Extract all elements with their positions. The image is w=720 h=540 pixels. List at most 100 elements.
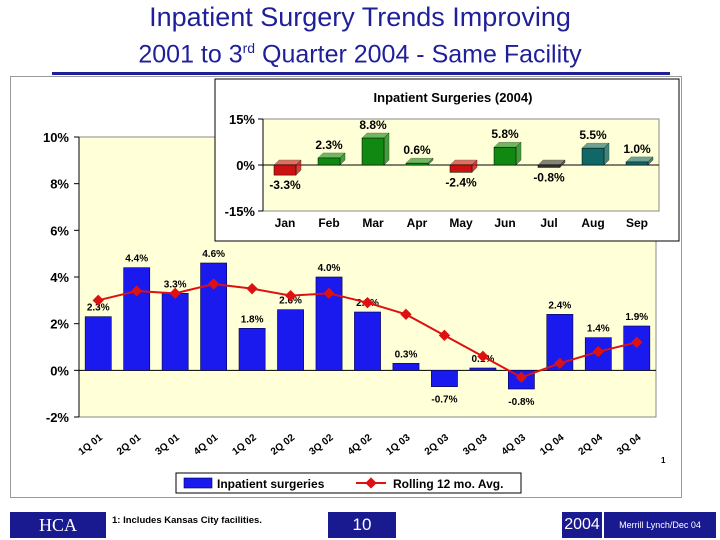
bar-value-label: 0.3%: [395, 349, 418, 360]
rolling-avg-marker: [323, 287, 335, 299]
bar: [84, 316, 112, 371]
bar: [431, 370, 458, 387]
inset-y-tick-label: -15%: [225, 204, 256, 219]
rolling-avg-marker: [246, 283, 258, 295]
x-tick-label: 4Q 03: [500, 432, 529, 458]
footnote: 1: Includes Kansas City facilities.: [112, 515, 262, 526]
inset-x-tick-label: May: [449, 216, 473, 230]
page-number: 10: [328, 512, 396, 538]
inset-bar: [361, 137, 385, 166]
y-tick-label: -2%: [46, 410, 70, 425]
inset-y-tick-label: 0%: [236, 158, 255, 173]
inset-bar-value-label: -0.8%: [533, 170, 565, 184]
inset-bar: [581, 147, 605, 166]
inset-x-tick-label: Aug: [581, 216, 604, 230]
x-tick-label: 1Q 02: [230, 432, 259, 458]
bar: [315, 276, 343, 371]
bar-value-label: 2.3%: [87, 303, 110, 314]
inset-bar: [537, 164, 561, 168]
inset-x-tick-label: Feb: [318, 216, 339, 230]
legend-bar-swatch: [183, 477, 213, 489]
inset-x-tick-label: Apr: [407, 216, 428, 230]
inset-bar-value-label: 0.6%: [403, 143, 431, 157]
legend-line-label: Rolling 12 mo. Avg.: [393, 477, 503, 491]
y-tick-label: 4%: [50, 270, 69, 285]
title-underline: [52, 72, 670, 75]
x-tick-label: 2Q 04: [577, 432, 606, 458]
bar: [161, 293, 189, 371]
bar: [469, 367, 497, 371]
rolling-avg-marker: [400, 308, 412, 320]
inset-bar-value-label: -2.4%: [445, 175, 477, 189]
hca-logo: HCA: [10, 512, 106, 538]
x-tick-label: 3Q 04: [615, 432, 644, 458]
bar-value-label: -0.8%: [508, 397, 534, 408]
bar: [277, 309, 304, 371]
page-title: Inpatient Surgery Trends Improving: [149, 2, 571, 32]
rolling-avg-marker: [207, 278, 220, 290]
inset-bar-value-label: 5.5%: [579, 128, 607, 142]
legend-bar-label: Inpatient surgeries: [217, 477, 325, 491]
year-badge: 2004: [562, 512, 602, 538]
x-tick-label: 2Q 02: [269, 432, 298, 458]
x-tick-label: 1Q 04: [538, 432, 567, 458]
inset-bar-side: [383, 132, 390, 166]
inset-bar-value-label: 1.0%: [623, 142, 651, 156]
x-tick-label: 1Q 01: [77, 432, 106, 458]
inset-x-tick-label: Jun: [494, 216, 515, 230]
bar-value-label: 1.8%: [241, 314, 264, 325]
inset-bar-value-label: -3.3%: [269, 178, 301, 192]
inset-bar: [493, 146, 517, 166]
bar-value-label: 1.9%: [625, 312, 648, 323]
y-tick-label: 10%: [43, 130, 69, 145]
inset-x-tick-label: Sep: [626, 216, 648, 230]
inset-bar: [449, 164, 473, 173]
inset-title: Inpatient Surgeries (2004): [374, 90, 533, 105]
rolling-avg-marker: [92, 294, 104, 306]
bar: [354, 311, 381, 371]
rolling-avg-marker: [515, 371, 528, 383]
bar: [623, 325, 651, 371]
inset-bar: [273, 164, 297, 176]
trend-chart: 10%8%6%4%2%0%-2%2.3%1Q 014.4%2Q 013.3%3Q…: [43, 78, 680, 494]
x-tick-label: 4Q 01: [192, 432, 221, 458]
bar-value-label: 4.4%: [125, 254, 148, 265]
inset-x-tick-label: Jul: [540, 216, 557, 230]
bar-value-label: 2.4%: [548, 300, 571, 311]
inset-y-tick-label: 15%: [229, 112, 255, 127]
x-tick-label: 2Q 03: [423, 432, 452, 458]
x-tick-label: 2Q 01: [115, 432, 144, 458]
inset-bar: [405, 162, 429, 166]
y-tick-label: 0%: [50, 363, 69, 378]
rolling-avg-marker: [284, 290, 297, 302]
bar-value-label: -0.7%: [431, 395, 457, 406]
page-subtitle: 2001 to 3rd Quarter 2004 - Same Facility: [138, 40, 582, 69]
legend-box: [175, 472, 522, 494]
bar: [392, 363, 420, 371]
x-tick-label: 3Q 01: [154, 432, 183, 458]
inset-bar-value-label: 2.3%: [315, 138, 343, 152]
x-tick-label: 4Q 02: [346, 432, 375, 458]
bar-value-label: 3.3%: [164, 279, 187, 290]
y-tick-label: 2%: [50, 317, 69, 332]
x-tick-label: 3Q 03: [461, 432, 490, 458]
rolling-avg-marker: [554, 357, 566, 369]
bar-value-label: 4.6%: [202, 249, 225, 260]
rolling-avg-marker: [169, 287, 181, 299]
footnote-marker: 1: [661, 456, 666, 465]
chart-frame: 10% 8% 6% 4% 2% 0% -2% 2.3% 1Q 01 4.4% 2Q 01 3.3% 3Q…: [10, 76, 682, 498]
x-tick-label: 1Q 03: [384, 432, 413, 458]
source-label: Merrill Lynch/Dec 04: [604, 512, 716, 538]
bar-value-label: 4.0%: [318, 263, 341, 274]
legend-line-marker: [365, 477, 377, 489]
rolling-avg-marker: [592, 346, 604, 358]
inset-bar: [317, 157, 341, 166]
bar: [238, 328, 266, 371]
inset-bar-value-label: 8.8%: [359, 118, 387, 132]
rolling-avg-marker: [477, 350, 489, 362]
inset-x-tick-label: Jan: [275, 216, 296, 230]
rolling-avg-marker: [361, 297, 374, 309]
y-tick-label: 6%: [50, 223, 69, 238]
x-tick-label: 3Q 02: [307, 432, 336, 458]
inset-bar: [625, 161, 649, 166]
